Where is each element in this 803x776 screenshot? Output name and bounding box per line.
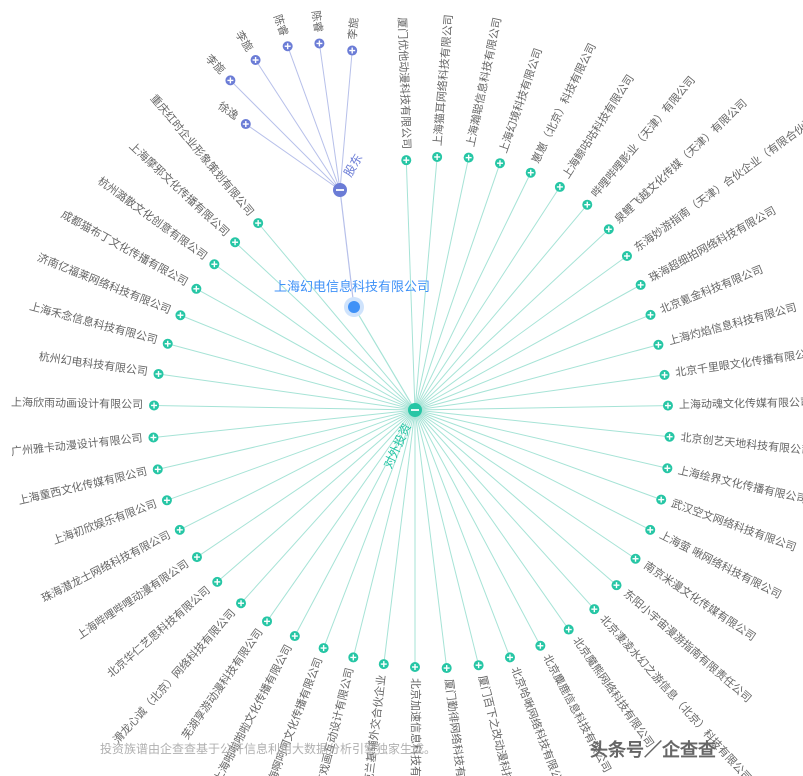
edge (159, 374, 415, 410)
investment-label: 杭州潞散文化创意有限公司 (95, 174, 210, 263)
investment-label: 泉鲤飞越文化传媒（天津）有限公司 (611, 96, 749, 226)
footer-attribution: 头条号／企查查 (590, 736, 716, 762)
investment-node[interactable]: 杭州潞散文化创意有限公司 (95, 174, 219, 270)
shareholder-node[interactable]: 李旎 (345, 17, 361, 56)
investment-label: 上海摩邪文化传播有限公司 (126, 139, 232, 239)
edge (415, 375, 665, 410)
shareholder-node[interactable]: 李旎 (233, 28, 261, 65)
investment-label: 东阳小宇宙漫游指南有限责任公司 (621, 586, 755, 705)
edge (415, 410, 661, 500)
investment-node[interactable]: 北京华仁艺思科技有限公司 (104, 577, 222, 680)
investment-node[interactable]: 北京创艺天地科技有限公司 (665, 430, 803, 458)
investment-label: 厦门优他动漫科技有限公司 (395, 17, 414, 149)
investment-node[interactable]: 上海绘界文化传播有限公司 (662, 463, 803, 506)
investment-node[interactable]: 厦门优他动漫科技有限公司 (395, 17, 414, 165)
edge (197, 410, 415, 557)
investment-node[interactable]: 上海瀚聪信息科技有限公司 (463, 16, 504, 163)
investment-label: 上海欣雨动画设计有限公司 (11, 395, 143, 411)
edge (168, 344, 415, 410)
investment-label: 上海幻境科技有限公司 (496, 46, 545, 155)
investment-label: 北京创艺天地科技有限公司 (680, 430, 803, 458)
investment-node[interactable]: 厦门勤徘网络科技有限公司 (442, 663, 472, 776)
edge (246, 124, 340, 190)
investment-node[interactable]: 上海童西文化传媒有限公司 (17, 464, 163, 507)
investment-label: 上海初欣娱乐有限公司 (50, 496, 158, 547)
edge (196, 289, 415, 410)
investment-label: 上海猫耳网络科技有限公司 (430, 14, 455, 147)
edge (167, 410, 415, 500)
hub-label-shareholders: 股东 (341, 151, 365, 179)
shareholder-label: 徐逸 (215, 98, 241, 122)
investment-label: 上海绘界文化传播有限公司 (677, 463, 803, 506)
investment-label: 广州雅卡动漫设计有限公司 (10, 431, 143, 459)
edge (158, 410, 415, 469)
edge (415, 205, 587, 410)
investment-label: 上海灼焰信息科技有限公司 (667, 300, 798, 348)
shareholder-label: 李旎 (233, 28, 257, 54)
investment-node[interactable]: 北京魔熊网络科技有限公司 (564, 625, 658, 751)
investment-label: 上海禾念信息科技有限公司 (28, 299, 159, 347)
edge (415, 410, 510, 657)
investment-node[interactable]: 上海哔哩哔哩动漫有限公司 (74, 552, 202, 642)
edge (415, 410, 479, 665)
investment-label: 乌克兰基辅外交合伙企业 (360, 674, 389, 776)
investment-node[interactable]: 上海摩邪文化传播有限公司 (126, 139, 240, 247)
shareholder-node[interactable]: 徐逸 (215, 98, 250, 129)
investment-node[interactable]: 哔哩哔哩影业（天津）有限公司 (582, 73, 698, 210)
investment-label: 哔哩哔哩影业（天津）有限公司 (588, 73, 698, 200)
investment-node[interactable]: 乌克兰基辅外交合伙企业 (360, 659, 389, 776)
investment-node[interactable]: 广州雅卡动漫设计有限公司 (10, 431, 158, 459)
investment-label: 上海动魂文化传媒有限公司 (679, 395, 803, 411)
investment-node[interactable]: 北京加速信息科技有限公司 (409, 662, 423, 776)
investment-label: 北京千里眼文化传播有限公司 (674, 345, 803, 379)
footer-note: 投资族谱由企查查基于公开信息利用大数据分析引擎独家生成。 (100, 740, 436, 757)
edge (415, 285, 641, 410)
investment-node[interactable]: 上海动魂文化传媒有限公司 (663, 395, 803, 411)
edge (256, 60, 340, 190)
investment-node[interactable]: 上海猫耳网络科技有限公司 (430, 14, 455, 162)
investment-node[interactable]: 南京米漫文化传媒有限公司 (631, 554, 759, 644)
shareholder-label: 陈睿 (309, 10, 326, 34)
relationship-graph: 徐逸李旎李旎陈睿陈睿李旎厦门优他动漫科技有限公司上海猫耳网络科技有限公司上海瀚聪… (0, 0, 803, 776)
edge (153, 410, 415, 437)
edge (288, 46, 340, 190)
center-label: 上海幻电信息科技有限公司 (274, 279, 430, 294)
edge (415, 410, 667, 468)
shareholder-label: 李旎 (203, 51, 228, 76)
investment-node[interactable]: 杭州幻电科技有限公司 (38, 349, 164, 379)
investment-node[interactable]: 上海欣雨动画设计有限公司 (11, 395, 159, 411)
edge-center-hub (354, 307, 415, 410)
shareholder-node[interactable]: 陈睿 (309, 10, 326, 49)
edge (415, 256, 627, 410)
investment-node[interactable]: 芜湖享游动漫科技有限公司 (178, 616, 272, 742)
investment-label: 厦门勤徘网络科技有限公司 (442, 678, 472, 776)
edge (258, 223, 415, 410)
edge (235, 242, 415, 410)
shareholder-label: 李旎 (345, 17, 361, 40)
edge (415, 315, 651, 410)
edge (415, 406, 668, 410)
edge (319, 43, 340, 190)
edge (353, 410, 415, 657)
investment-label: 北京加速信息科技有限公司 (409, 678, 423, 776)
edge (180, 315, 415, 410)
investment-label: 杭州幻电科技有限公司 (38, 349, 149, 378)
shareholder-node[interactable]: 李旎 (203, 51, 236, 85)
edge (415, 229, 609, 410)
investment-label: 上海童西文化传媒有限公司 (17, 464, 149, 507)
investment-node[interactable]: 北京千里眼文化传播有限公司 (660, 345, 803, 379)
investment-label: 北京华仁艺思科技有限公司 (104, 583, 213, 680)
investment-label: 重庆红时企业形象策划有限公司 (148, 91, 258, 218)
shareholder-label: 陈睿 (271, 12, 292, 37)
edge (154, 405, 415, 410)
edge (230, 80, 340, 190)
investment-label: 南京戏画互动设计有限公司 (311, 666, 357, 776)
edge (415, 410, 636, 559)
investment-label: 上海瀚聪信息科技有限公司 (463, 16, 504, 148)
shareholder-node[interactable]: 陈睿 (271, 12, 293, 51)
center-node[interactable]: 上海幻电信息科技有限公司 (274, 279, 430, 317)
